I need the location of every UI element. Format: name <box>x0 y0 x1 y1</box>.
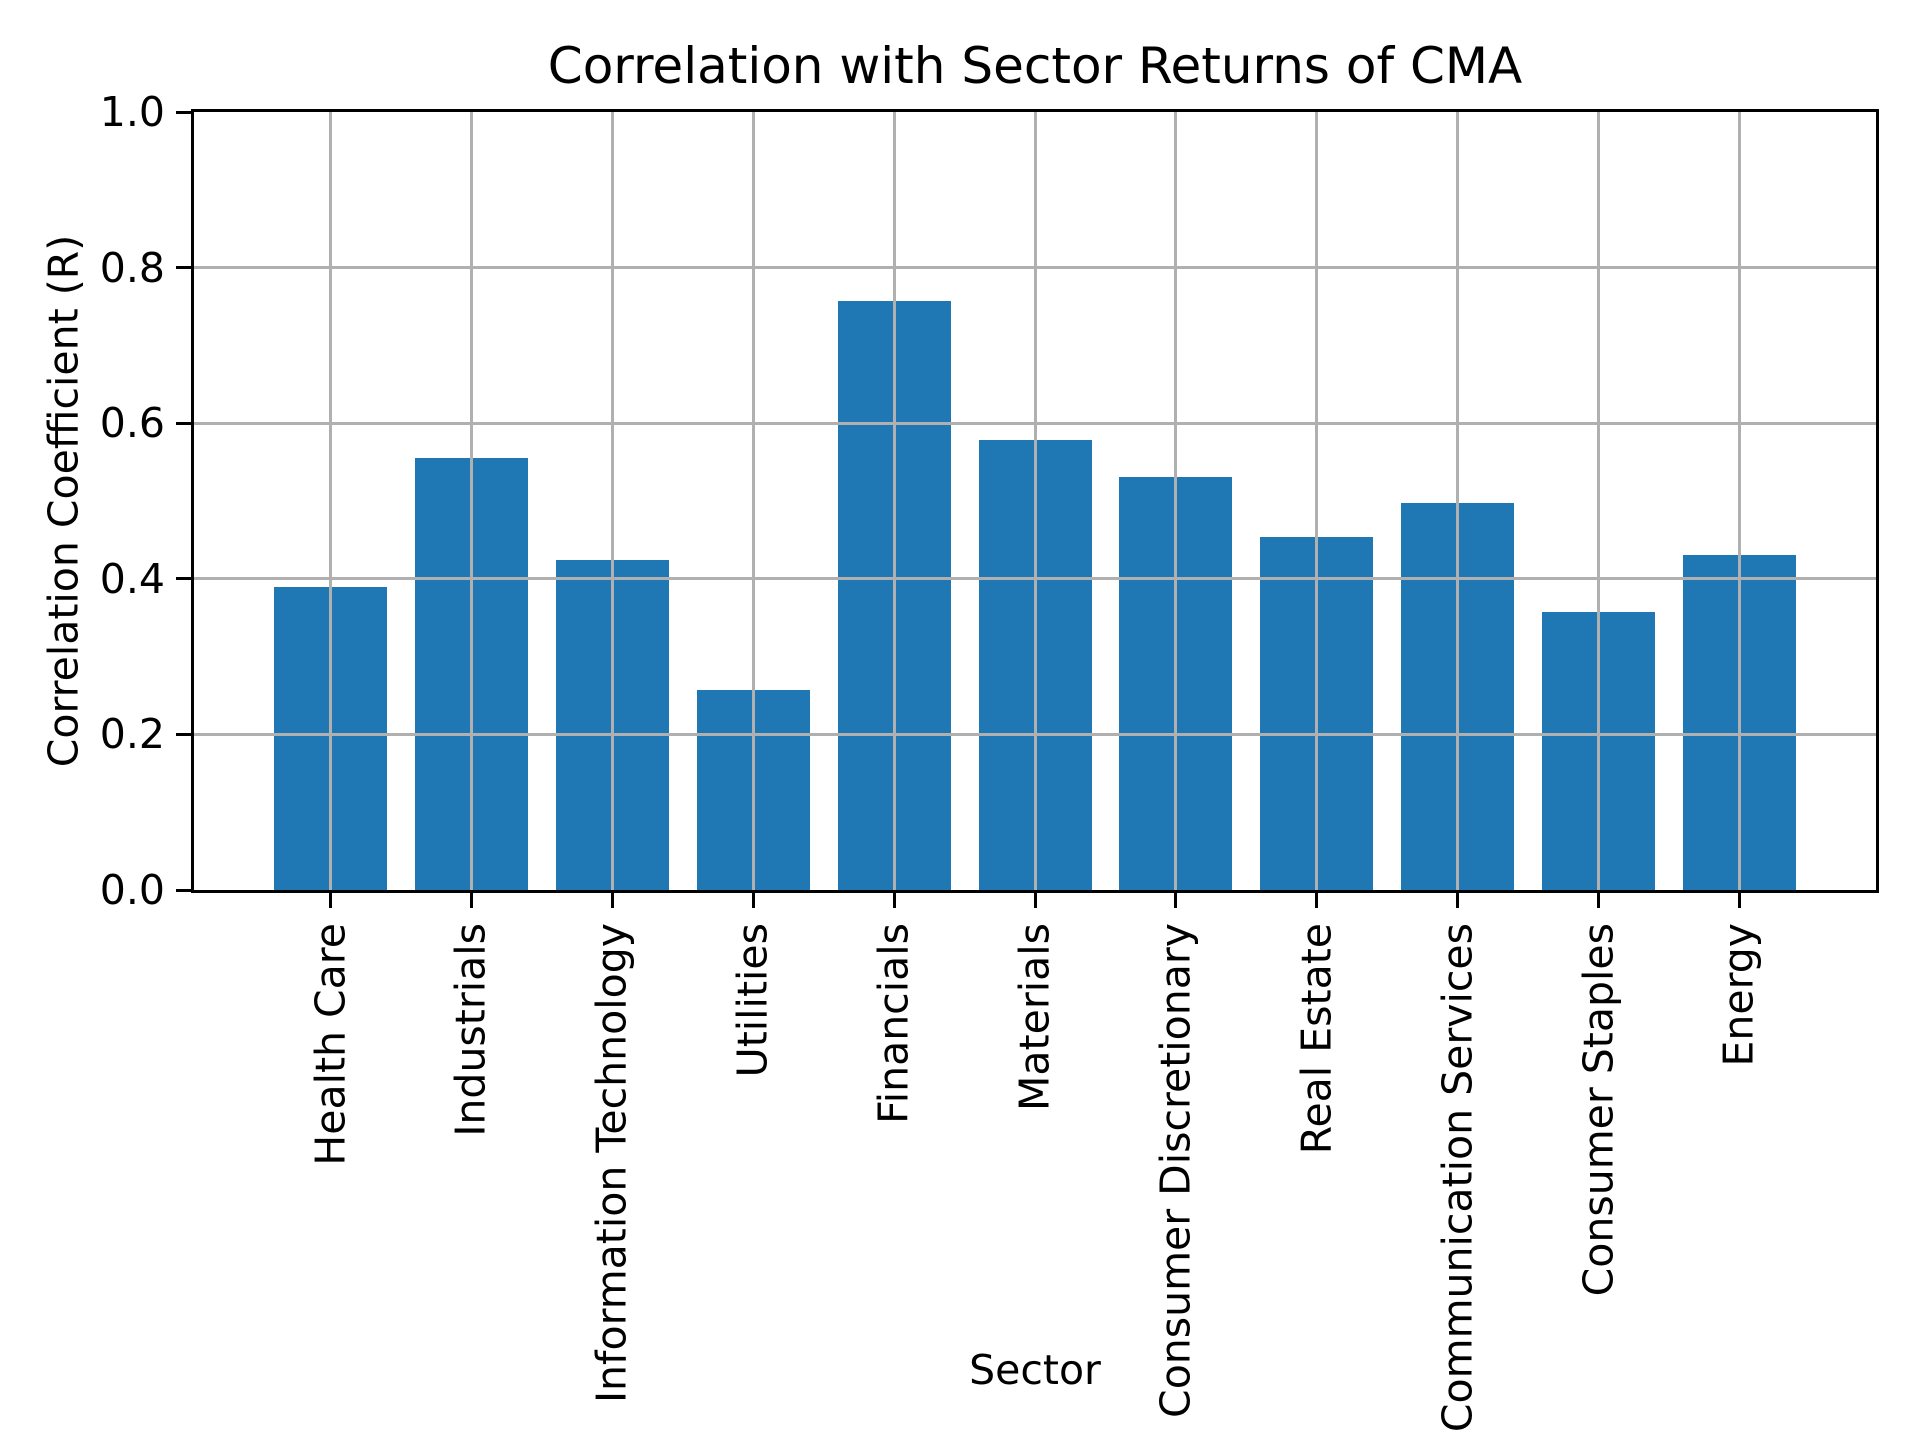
y-tick-label: 0.4 <box>99 554 165 603</box>
x-tick <box>1737 893 1741 908</box>
x-tick <box>1456 893 1460 908</box>
gridline-vertical <box>329 112 333 890</box>
x-tick-label: Health Care <box>306 923 355 1166</box>
y-tick-label: 0.0 <box>99 866 165 914</box>
x-tick <box>1315 893 1319 908</box>
x-tick <box>1174 893 1178 908</box>
x-tick <box>751 893 755 908</box>
x-tick <box>1033 893 1037 908</box>
gridline-vertical <box>469 112 473 890</box>
x-tick-label: Utilities <box>728 923 777 1078</box>
x-tick <box>1597 893 1601 908</box>
x-tick-label: Real Estate <box>1292 923 1341 1155</box>
y-axis-label: Correlation Coefficient (R) <box>39 234 88 768</box>
gridline-vertical <box>1597 112 1601 890</box>
chart-title: Correlation with Sector Returns of CMA <box>547 37 1523 95</box>
gridline-vertical <box>1174 112 1178 890</box>
y-tick-label: 0.8 <box>99 243 165 292</box>
y-tick-label: 1.0 <box>99 88 165 136</box>
x-tick <box>610 893 614 908</box>
x-tick <box>469 893 473 908</box>
gridline-vertical <box>1315 112 1319 890</box>
x-axis-label: Sector <box>969 1346 1101 1394</box>
x-tick-label: Consumer Discretionary <box>1151 923 1200 1418</box>
x-tick <box>329 893 333 908</box>
y-tick <box>176 421 191 425</box>
gridline-vertical <box>751 112 755 890</box>
gridline-vertical <box>892 112 896 890</box>
y-tick <box>176 577 191 581</box>
x-tick-label: Information Technology <box>587 923 636 1404</box>
y-tick <box>176 110 191 114</box>
gridline-vertical <box>610 112 614 890</box>
y-tick-label: 0.6 <box>99 399 165 448</box>
x-tick-label: Industrials <box>446 923 495 1137</box>
x-tick <box>892 893 896 908</box>
gridline-vertical <box>1737 112 1741 890</box>
gridline-vertical <box>1033 112 1037 890</box>
y-tick <box>176 888 191 892</box>
gridline-vertical <box>1456 112 1460 890</box>
x-tick-label: Energy <box>1714 923 1763 1067</box>
y-tick <box>176 266 191 270</box>
y-tick-label: 0.2 <box>99 710 165 759</box>
x-tick-label: Communication Services <box>1433 923 1482 1433</box>
x-tick-label: Consumer Staples <box>1574 923 1623 1297</box>
y-tick <box>176 732 191 736</box>
x-tick-label: Materials <box>1010 923 1059 1111</box>
plot-area <box>191 109 1879 893</box>
x-tick-label: Financials <box>869 923 918 1124</box>
